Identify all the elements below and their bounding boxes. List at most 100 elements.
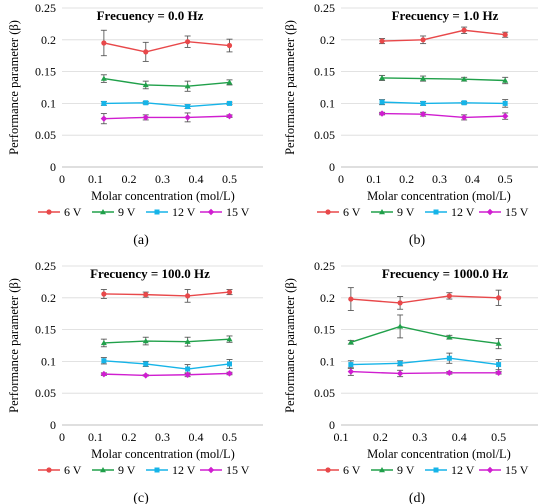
chart-panel: 0 0.05 0.1 0.15 0.2 0.25 0 0.1 0.2 0.3 0.4 0.5 Frecu…	[283, 1, 538, 248]
y-tick-label: 0.15	[35, 65, 56, 79]
y-tick-label: 0.05	[314, 386, 335, 400]
series-line	[382, 29, 506, 42]
legend-marker	[154, 467, 160, 473]
data-point	[461, 100, 467, 106]
legend-marker	[433, 209, 439, 215]
series-line	[350, 370, 499, 375]
y-tick-label: 0	[329, 160, 335, 174]
data-series	[100, 112, 233, 125]
data-point	[379, 38, 385, 44]
y-tick-label: 0	[329, 418, 335, 432]
data-point	[348, 296, 354, 302]
data-point	[143, 292, 149, 298]
y-tick-label: 0.2	[41, 33, 56, 47]
legend-label: 15 V	[226, 205, 250, 219]
chart-title: Frecuency = 0.0 Hz	[97, 8, 204, 23]
series-line	[103, 77, 230, 87]
data-point	[101, 291, 107, 297]
data-point	[446, 369, 453, 377]
y-tick-label: 0	[50, 160, 56, 174]
x-tick-label: 0.1	[366, 172, 381, 186]
data-point	[142, 114, 149, 121]
legend-marker	[379, 209, 385, 215]
x-tick-label: 0.5	[222, 172, 237, 186]
data-point	[185, 104, 191, 110]
y-axis-label: Performance parameter (β)	[283, 278, 297, 413]
legend-label: 6 V	[64, 205, 82, 219]
x-axis-label: Molar concentration (mol/L)	[367, 447, 511, 461]
data-point	[227, 361, 232, 367]
series-line	[103, 372, 230, 377]
chart-title: Frecuency = 1.0 Hz	[392, 8, 499, 23]
legend-label: 6 V	[343, 463, 361, 477]
data-point	[226, 112, 233, 120]
data-series	[100, 100, 233, 110]
panel-caption: (c)	[133, 491, 149, 504]
panel-caption: (d)	[409, 491, 426, 504]
data-point	[397, 360, 403, 366]
data-point	[347, 339, 354, 345]
data-point	[101, 100, 107, 106]
legend-marker	[486, 208, 494, 216]
legend-label: 9 V	[397, 463, 415, 477]
data-point	[502, 32, 508, 38]
legend-marker	[46, 209, 52, 215]
data-point	[446, 334, 453, 340]
data-series	[379, 99, 509, 108]
x-tick-label: 0.1	[88, 430, 103, 444]
data-series	[347, 314, 502, 350]
legend-label: 15 V	[226, 463, 250, 477]
data-point	[348, 362, 354, 368]
x-tick-label: 0.3	[432, 172, 447, 186]
data-point	[460, 114, 468, 121]
legend-label: 6 V	[343, 205, 361, 219]
data-point	[226, 289, 233, 295]
series-line	[382, 77, 506, 82]
data-point	[185, 39, 191, 45]
series-line	[103, 115, 230, 120]
panel-caption: (b)	[409, 233, 426, 248]
data-point	[143, 361, 149, 367]
chart-panel: 0 0.05 0.1 0.15 0.2 0.25 0 0.1 0.2 0.3 0.4 0.5 Frecu…	[7, 1, 263, 248]
legend-marker	[154, 209, 160, 215]
legend-marker	[46, 467, 52, 473]
panel-caption: (a)	[133, 233, 149, 248]
y-tick-label: 0.25	[35, 259, 56, 273]
legend-label: 6 V	[64, 463, 82, 477]
data-point	[420, 100, 426, 106]
data-point	[100, 370, 108, 378]
x-tick-label: 0	[59, 430, 65, 444]
y-axis-label: Performance parameter (β)	[283, 20, 297, 155]
data-point	[185, 293, 191, 299]
data-point	[419, 111, 427, 118]
legend-label: 12 V	[451, 463, 475, 477]
y-tick-label: 0.1	[320, 96, 335, 110]
data-point	[502, 100, 508, 106]
y-tick-label: 0.15	[35, 323, 56, 337]
chart-title: Frecuency = 1000.0 Hz	[382, 266, 509, 281]
x-axis-label: Molar concentration (mol/L)	[367, 189, 511, 203]
legend-label: 12 V	[172, 463, 196, 477]
data-point	[379, 99, 385, 105]
data-point	[347, 368, 355, 375]
data-series	[347, 352, 502, 371]
y-tick-label: 0.25	[314, 1, 335, 15]
data-point	[461, 76, 468, 82]
data-point	[496, 295, 502, 301]
x-tick-label: 0.4	[189, 430, 204, 444]
legend-marker	[325, 467, 331, 473]
y-tick-label: 0.2	[320, 291, 335, 305]
data-point	[397, 323, 404, 329]
chart-panel: 0 0.05 0.1 0.15 0.2 0.25 0 0.1 0.2 0.3 0.4 0.5 Frecu…	[7, 259, 263, 504]
y-tick-label: 0.1	[41, 354, 56, 368]
y-tick-label: 0.05	[35, 386, 56, 400]
data-point	[101, 40, 107, 46]
series-line	[382, 112, 506, 119]
data-series	[100, 335, 233, 348]
data-point	[100, 75, 107, 81]
x-tick-label: 0.2	[122, 430, 137, 444]
y-tick-label: 0.2	[320, 33, 335, 47]
data-point	[143, 49, 149, 55]
data-point	[446, 293, 452, 299]
data-point	[420, 37, 426, 43]
